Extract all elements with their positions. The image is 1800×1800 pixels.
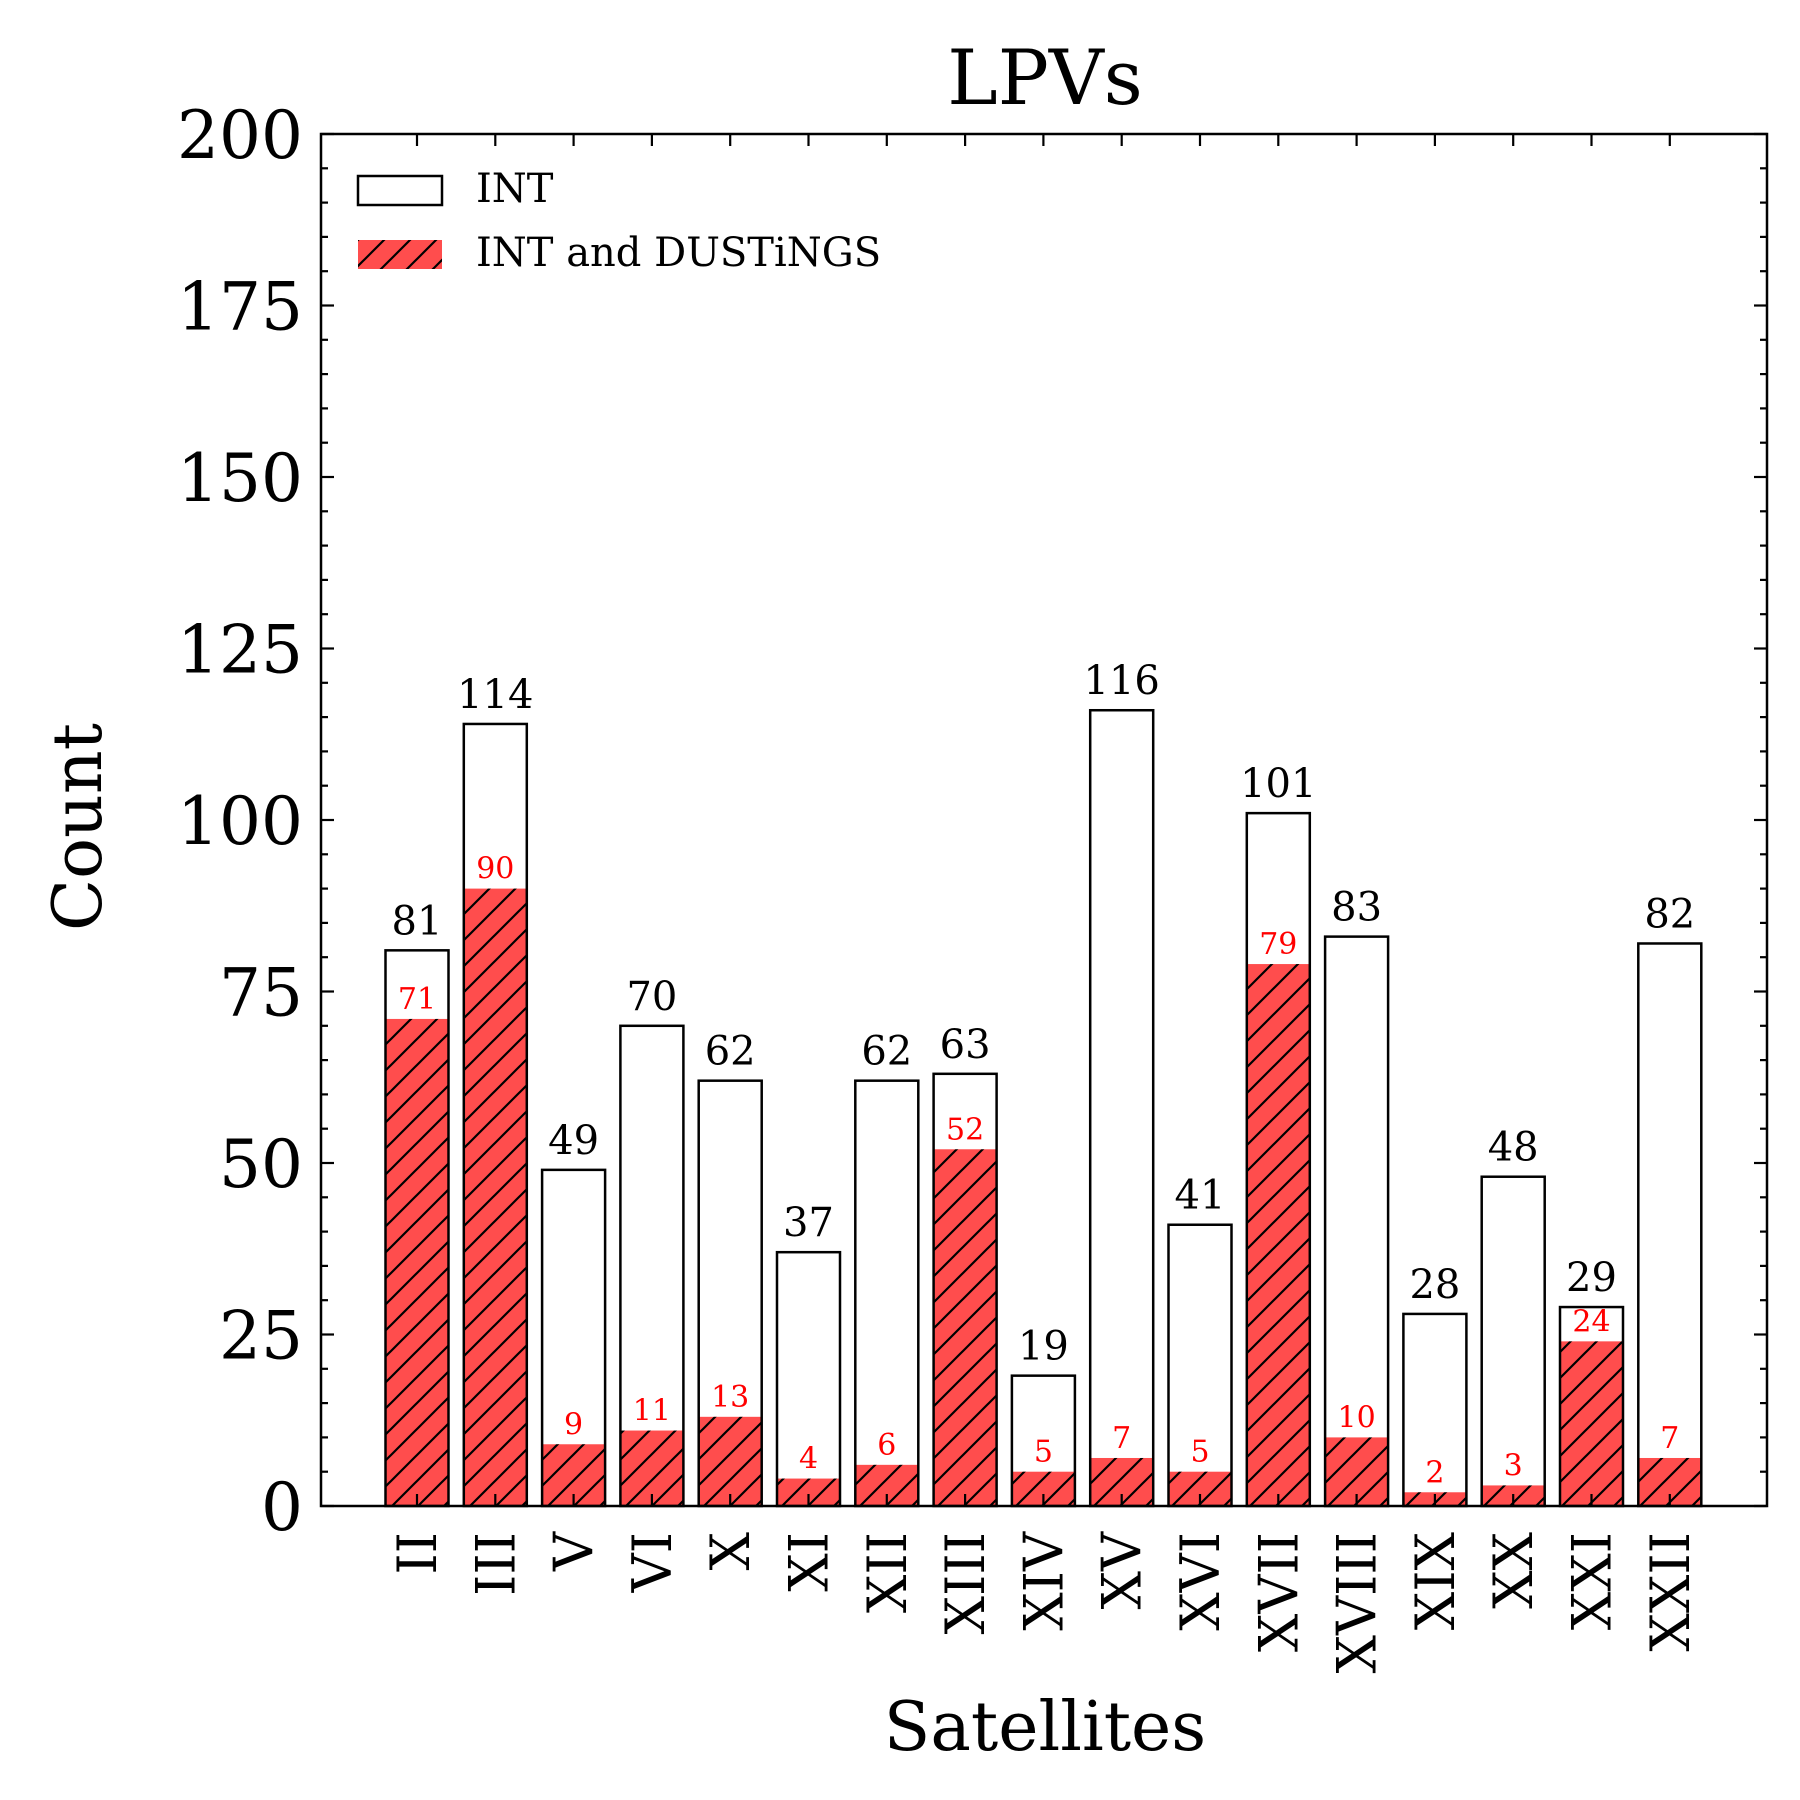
y-axis-label: Count — [39, 723, 118, 931]
legend-swatch-int — [356, 174, 444, 207]
data-label-int: 63 — [940, 1022, 991, 1068]
data-label-dustings: 71 — [398, 982, 436, 1017]
data-label-int: 41 — [1175, 1173, 1226, 1219]
bar-dustings-hatch — [463, 888, 527, 1506]
y-tick-label: 175 — [177, 269, 303, 346]
bar-dustings-hatch — [620, 1430, 684, 1506]
x-tick-label: XII — [856, 1532, 919, 1613]
y-tick-label: 150 — [177, 440, 303, 517]
y-tick-label: 200 — [177, 97, 303, 174]
x-axis: II III V VI X XI XII XIII XIV XV XVI XVII XVIII XIX XX… — [386, 134, 1702, 1673]
data-label-dustings: 24 — [1572, 1304, 1610, 1339]
bar-int — [777, 1252, 840, 1506]
y-tick-label: 75 — [219, 955, 303, 1032]
y-tick-label: 25 — [219, 1298, 303, 1375]
x-tick-label: XIV — [1012, 1531, 1075, 1631]
data-label-dustings: 3 — [1504, 1448, 1523, 1483]
data-label-dustings: 2 — [1425, 1455, 1444, 1490]
data-label-int: 101 — [1240, 761, 1316, 807]
data-label-dustings: 4 — [799, 1442, 818, 1477]
bar-int — [620, 1025, 684, 1506]
data-label-int: 29 — [1566, 1255, 1617, 1301]
x-tick-label: XV — [1091, 1531, 1154, 1609]
bar-int — [1403, 1313, 1467, 1506]
data-label-dustings: 52 — [946, 1112, 984, 1147]
x-tick-label: XXII — [1639, 1532, 1702, 1652]
legend: INT INT and DUSTiNGS — [356, 166, 881, 276]
data-label-dustings: 7 — [1112, 1421, 1131, 1456]
data-label-dustings: 13 — [711, 1380, 749, 1415]
data-label-int: 37 — [783, 1200, 834, 1246]
y-tick-label: 125 — [177, 612, 303, 689]
x-tick-label: VI — [621, 1532, 684, 1593]
y-tick-label: 100 — [177, 783, 303, 860]
data-label-dustings: 11 — [633, 1394, 671, 1429]
data-label-int: 62 — [705, 1029, 756, 1075]
bars-layer — [384, 708, 1703, 1508]
data-label-dustings: 5 — [1190, 1435, 1209, 1470]
bar-int — [855, 1080, 919, 1506]
bar-int — [1090, 710, 1154, 1506]
data-label-int: 83 — [1331, 885, 1382, 931]
data-label-int: 116 — [1084, 658, 1160, 704]
plot-frame — [319, 132, 1769, 1508]
data-label-dustings: 9 — [564, 1407, 583, 1442]
x-tick-label: XVII — [1247, 1532, 1310, 1652]
data-label-int: 48 — [1488, 1125, 1539, 1171]
y-tick-label: 50 — [219, 1126, 303, 1203]
data-label-dustings: 90 — [476, 852, 514, 887]
data-label-int: 28 — [1409, 1262, 1460, 1308]
x-tick-label: II — [386, 1532, 449, 1575]
data-label-int: 49 — [548, 1118, 599, 1164]
data-label-int: 82 — [1644, 891, 1695, 937]
data-label-int: 81 — [392, 898, 443, 944]
x-tick-label: V — [543, 1531, 606, 1572]
x-tick-label: XVI — [1169, 1532, 1232, 1631]
x-axis-label: Satellites — [884, 1688, 1206, 1767]
data-label-dustings: 10 — [1338, 1400, 1376, 1435]
data-label-int: 19 — [1018, 1324, 1069, 1370]
data-label-int: 114 — [457, 672, 533, 718]
value-labels-layer: 8171114904997011621337462663521951167415… — [392, 658, 1696, 1490]
x-tick-label: XI — [778, 1532, 841, 1592]
legend-swatch-dustings-hatch — [358, 240, 442, 269]
bar-int — [1481, 1176, 1545, 1506]
legend-label-int: INT — [476, 166, 554, 212]
data-label-dustings: 5 — [1034, 1435, 1053, 1470]
chart-title: LPVs — [947, 33, 1143, 122]
x-tick-label: XIII — [934, 1532, 997, 1634]
y-tick-label: 0 — [261, 1469, 303, 1546]
bar-dustings-hatch — [933, 1149, 997, 1506]
legend-label-dustings: INT and DUSTiNGS — [476, 230, 881, 276]
data-label-dustings: 79 — [1259, 927, 1297, 962]
data-label-int: 70 — [626, 974, 677, 1020]
x-tick-label: XVIII — [1326, 1532, 1389, 1673]
bar-int — [1325, 936, 1389, 1506]
bar-int — [1638, 943, 1702, 1506]
bar-int — [1168, 1224, 1232, 1506]
x-tick-label: X — [699, 1531, 762, 1570]
bar-dustings-hatch — [1560, 1341, 1623, 1506]
bar-dustings-hatch — [1246, 964, 1310, 1506]
data-label-dustings: 7 — [1660, 1421, 1679, 1456]
x-tick-label: XX — [1482, 1531, 1545, 1608]
x-tick-label: XIX — [1404, 1531, 1467, 1630]
bar-dustings-hatch — [385, 1018, 449, 1506]
x-tick-label: XXI — [1561, 1532, 1624, 1630]
data-label-int: 62 — [861, 1029, 912, 1075]
bar-dustings-hatch — [698, 1416, 762, 1506]
x-tick-label: III — [464, 1532, 527, 1596]
data-label-dustings: 6 — [877, 1428, 896, 1463]
